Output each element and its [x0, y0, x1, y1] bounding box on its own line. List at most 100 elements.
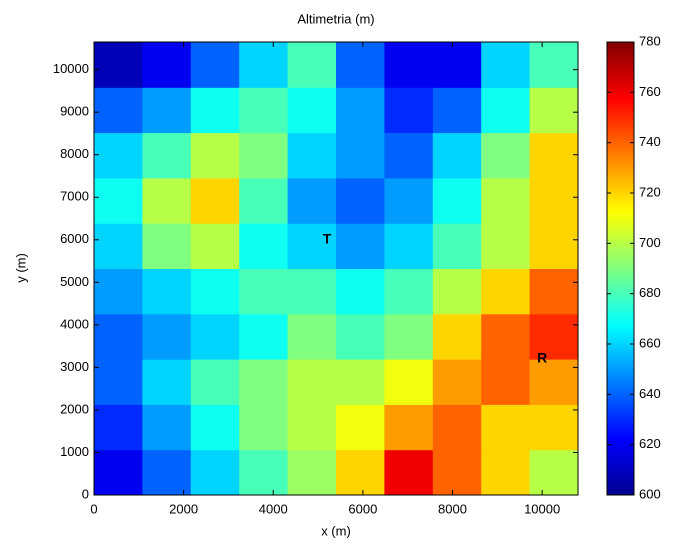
cell	[287, 132, 337, 179]
cell	[142, 313, 192, 360]
cell	[481, 268, 531, 315]
cell	[287, 268, 337, 315]
colorbar-tick-label: 700	[639, 235, 661, 250]
cell	[94, 359, 143, 405]
cell	[432, 87, 482, 134]
cell	[287, 313, 337, 360]
y-tick-label: 2000	[60, 401, 89, 416]
cell	[94, 177, 143, 224]
cell	[384, 87, 434, 134]
cell	[481, 449, 531, 496]
cell	[432, 313, 482, 360]
cell	[190, 268, 240, 315]
cell	[529, 313, 579, 360]
x-tick-label: 6000	[348, 501, 377, 516]
cell	[239, 223, 289, 270]
cell	[94, 404, 143, 451]
cell	[190, 313, 240, 360]
plot-frame	[93, 41, 579, 496]
cell	[94, 42, 143, 88]
cell	[384, 177, 434, 224]
cell	[287, 404, 337, 451]
colorbar-tick-label: 760	[639, 84, 661, 99]
cell	[529, 42, 579, 88]
cell	[190, 132, 240, 179]
cell	[384, 42, 434, 88]
colorbar-tick-label: 600	[639, 486, 661, 501]
cell	[336, 132, 385, 179]
cell	[94, 87, 143, 134]
x-tick-label: 2000	[169, 501, 198, 516]
y-tick-label: 3000	[60, 359, 89, 374]
chart-title: Altimetria (m)	[297, 11, 374, 26]
y-tick-label: 7000	[60, 189, 89, 204]
cell	[529, 177, 579, 224]
cell	[287, 449, 337, 496]
cell	[432, 132, 482, 179]
cell	[239, 132, 289, 179]
cell	[287, 359, 337, 405]
y-axis-label: y (m)	[13, 253, 28, 283]
cell	[142, 268, 192, 315]
cell	[239, 268, 289, 315]
cell	[94, 223, 143, 270]
cell	[384, 132, 434, 179]
cell	[336, 42, 385, 88]
cell	[481, 359, 531, 405]
y-tick-label: 6000	[60, 231, 89, 246]
y-tick-label: 10000	[53, 61, 89, 76]
cell	[432, 404, 482, 451]
cell	[481, 87, 531, 134]
cell	[384, 449, 434, 496]
annotation: R	[537, 350, 547, 366]
cell	[432, 177, 482, 224]
y-tick-label: 9000	[60, 104, 89, 119]
colorbar-tick-label: 740	[639, 134, 661, 149]
cell	[529, 132, 579, 179]
x-tick-label: 8000	[438, 501, 467, 516]
cell	[239, 404, 289, 451]
cell	[336, 359, 385, 405]
cell	[287, 177, 337, 224]
cell	[432, 449, 482, 496]
annotation: T	[323, 230, 332, 246]
cell	[190, 404, 240, 451]
cell	[529, 87, 579, 134]
cell	[142, 132, 192, 179]
cell	[336, 177, 385, 224]
cell	[481, 177, 531, 224]
cell	[481, 132, 531, 179]
cell	[432, 268, 482, 315]
cell	[142, 87, 192, 134]
cell	[287, 223, 337, 270]
y-tick-label: 5000	[60, 274, 89, 289]
cell	[239, 87, 289, 134]
cell	[142, 177, 192, 224]
cell	[94, 268, 143, 315]
cell	[336, 268, 385, 315]
cell	[94, 132, 143, 179]
cell	[239, 359, 289, 405]
cell	[142, 449, 192, 496]
cell	[94, 313, 143, 360]
cell	[384, 404, 434, 451]
cell	[432, 42, 482, 88]
cell	[336, 404, 385, 451]
cell	[142, 223, 192, 270]
cell	[239, 313, 289, 360]
cell	[529, 359, 579, 405]
cell	[481, 42, 531, 88]
cell	[529, 268, 579, 315]
x-tick-label: 0	[90, 501, 97, 516]
colorbar-tick-label: 720	[639, 184, 661, 199]
y-tick-label: 8000	[60, 146, 89, 161]
x-axis-label: x (m)	[321, 523, 351, 538]
cell	[142, 42, 192, 88]
y-tick-label: 4000	[60, 316, 89, 331]
cell	[336, 449, 385, 496]
colorbar-tick-label: 640	[639, 386, 661, 401]
cell	[287, 87, 337, 134]
colorbar-tick-label: 680	[639, 285, 661, 300]
cell	[336, 313, 385, 360]
